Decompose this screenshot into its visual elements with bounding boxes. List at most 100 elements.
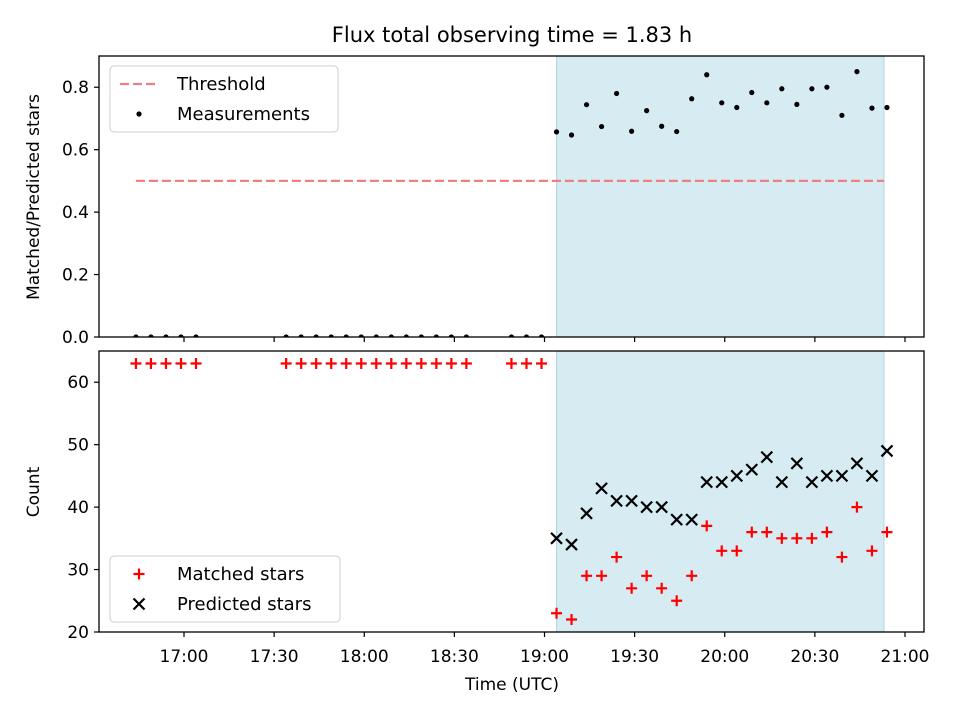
measurement-point <box>884 104 890 111</box>
panel-counts: 20 30 40 50 60 17:00 17:30 18:00 18:30 19:00 19:30… <box>67 350 930 667</box>
measurement-point <box>734 104 740 111</box>
measurement-point <box>583 102 590 108</box>
x-tick-label: 17:30 <box>250 647 299 667</box>
measurement-point <box>644 108 650 114</box>
matched-star-point <box>325 357 337 369</box>
matched-star-point <box>535 357 547 369</box>
matched-star-point <box>355 357 367 369</box>
matched-star-point <box>460 357 472 369</box>
predicted-star-point <box>850 457 864 470</box>
predicted-star-point <box>745 463 759 476</box>
y-tick-label: 0.0 <box>62 328 89 348</box>
measurement-point <box>809 86 815 92</box>
legend-matched-swatch <box>133 568 145 580</box>
measurement-point <box>659 123 665 129</box>
matched-star-point <box>295 357 307 369</box>
matched-star-point <box>641 570 653 582</box>
measurement-point <box>839 112 845 118</box>
predicted-star-point <box>640 500 653 514</box>
matched-star-point <box>746 526 758 538</box>
x-tick-label: 18:30 <box>430 647 479 667</box>
panel-ratio: 0.0 0.2 0.4 0.6 0.8 Threshold Measurements <box>62 55 925 348</box>
legend-counts: Matched stars Predicted stars <box>109 555 341 623</box>
matched-star-point <box>851 501 863 513</box>
x-tick-label: 20:30 <box>790 647 839 667</box>
x-tick-label: 20:00 <box>700 647 749 667</box>
bottom-y-axis-label: Count <box>24 466 44 517</box>
predicted-star-point <box>670 513 683 526</box>
x-tick-label: 17:00 <box>160 647 209 667</box>
predicted-star-point <box>835 469 849 483</box>
matched-star-point <box>596 570 608 582</box>
predicted-star-point <box>685 513 698 526</box>
y-tick-label: 0.2 <box>62 266 89 286</box>
matched-star-point <box>190 357 202 369</box>
measurement-point <box>553 129 560 135</box>
measurement-point <box>869 105 875 111</box>
matched-star-point <box>520 357 532 369</box>
matched-star-point <box>626 582 638 594</box>
matched-star-point <box>130 357 142 369</box>
predicted-star-point <box>805 475 819 489</box>
matched-star-point <box>821 526 833 538</box>
measurement-point <box>854 69 860 75</box>
legend-label: Predicted stars <box>177 594 311 615</box>
predicted-star-point <box>880 444 894 458</box>
predicted-star-point <box>655 500 668 514</box>
legend-box <box>109 65 339 133</box>
measurement-point <box>568 132 575 138</box>
predicted-star-point <box>580 507 593 520</box>
legend-measurement-swatch <box>136 111 142 117</box>
y-tick-label: 30 <box>67 561 89 581</box>
measurement-point <box>794 101 800 107</box>
matched-star-point <box>776 532 788 544</box>
y-tick-label: 0.6 <box>62 141 89 161</box>
matched-star-point <box>551 607 563 619</box>
matched-star-point <box>686 570 698 582</box>
matched-star-point <box>581 570 593 582</box>
top-y-axis-label: Matched/Predicted stars <box>24 94 44 300</box>
y-tick-label: 50 <box>67 436 89 456</box>
plot-layer: 0.0 0.2 0.4 0.6 0.8 Threshold Measurements 20 30… <box>62 55 930 667</box>
measurement-point <box>719 100 725 106</box>
measurement-point <box>629 128 635 134</box>
y-tick-label: 60 <box>67 373 89 393</box>
predicted-star-point <box>730 469 744 483</box>
chart-title: Flux total observing time = 1.83 h <box>332 23 692 47</box>
matched-star-point <box>310 357 322 369</box>
matched-star-point <box>806 532 818 544</box>
predicted-star-point <box>715 475 729 489</box>
panel-data-counts <box>130 357 894 626</box>
y-tick-label: 20 <box>67 623 89 643</box>
predicted-star-point <box>865 469 879 483</box>
legend-box <box>109 555 341 623</box>
x-tick-label: 21:00 <box>881 647 930 667</box>
measurement-point <box>764 100 770 106</box>
matched-star-point <box>505 357 517 369</box>
matched-star-point <box>430 357 442 369</box>
matched-star-point <box>415 357 427 369</box>
matched-star-point <box>145 357 157 369</box>
predicted-star-point <box>820 469 834 483</box>
observing-window-band <box>556 350 885 633</box>
matched-star-point <box>370 357 382 369</box>
y-tick-label: 0.4 <box>62 203 89 223</box>
matched-star-point <box>175 357 187 369</box>
matched-star-point <box>761 526 773 538</box>
predicted-star-point <box>550 532 563 545</box>
predicted-star-point <box>610 494 623 508</box>
matched-star-point <box>881 526 893 538</box>
matched-star-point <box>611 551 623 563</box>
matched-star-point <box>836 551 848 563</box>
predicted-star-point <box>760 450 774 464</box>
x-axis-label: Time (UTC) <box>464 675 559 695</box>
measurement-point <box>704 72 710 78</box>
matched-star-point <box>566 614 578 626</box>
measurement-point <box>674 128 680 135</box>
matched-star-point <box>340 357 352 369</box>
matched-star-point <box>445 357 457 369</box>
predicted-star-point <box>595 482 608 495</box>
measurement-point <box>779 86 785 92</box>
legend-ratio: Threshold Measurements <box>109 65 339 133</box>
